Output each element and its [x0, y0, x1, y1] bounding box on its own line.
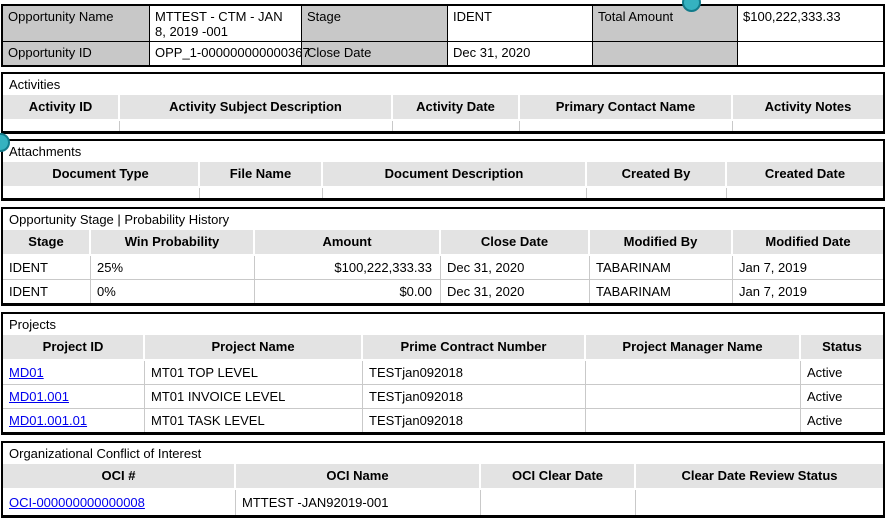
oci-col-clear-date-review-status: Clear Date Review Status [636, 464, 883, 488]
field-label-close-date: Close Date [302, 42, 448, 65]
activities-col-subject-description: Activity Subject Description [120, 95, 393, 119]
teal-annotation-dot-top [682, 0, 701, 12]
projects-col-prime-contract-number: Prime Contract Number [363, 335, 586, 359]
oci-header-row: OCI # OCI Name OCI Clear Date Clear Date… [3, 464, 883, 490]
win-probability-cell: 0% [91, 280, 255, 303]
projects-col-project-id: Project ID [3, 335, 145, 359]
field-label-stage: Stage [302, 6, 448, 42]
oci-col-clear-date: OCI Clear Date [481, 464, 636, 488]
status-cell: Active [807, 365, 843, 380]
opportunity-summary-table: Opportunity Name MTTEST - CTM - JAN 8, 2… [1, 4, 885, 67]
prime-contract-cell: TESTjan092018 [363, 385, 586, 408]
opportunity-id-text: OPP_1-000000000000367 [155, 45, 310, 60]
field-value-total-amount: $100,222,333.33 [738, 6, 883, 42]
field-label-opportunity-id: Opportunity ID [3, 42, 150, 65]
attachments-empty-row [3, 188, 883, 198]
stage-history-header-row: Stage Win Probability Amount Close Date … [3, 230, 883, 256]
field-label-total-amount: Total Amount [593, 6, 738, 42]
attachments-header-row: Document Type File Name Document Descrip… [3, 162, 883, 188]
stage-history-col-close-date: Close Date [441, 230, 590, 254]
oci-col-number: OCI # [3, 464, 236, 488]
section-projects: Projects Project ID Project Name Prime C… [1, 312, 885, 435]
win-probability-cell: 25% [91, 256, 255, 279]
attachments-col-document-type: Document Type [3, 162, 200, 186]
activities-col-primary-contact: Primary Contact Name [520, 95, 733, 119]
modified-date-cell: Jan 7, 2019 [739, 284, 807, 299]
projects-row: MD01.001.01 MT01 TASK LEVEL TESTjan09201… [3, 408, 883, 432]
activities-col-activity-date: Activity Date [393, 95, 520, 119]
field-value-stage: IDENT [448, 6, 593, 42]
projects-title: Projects [9, 317, 56, 332]
stage-cell: IDENT [3, 280, 91, 303]
section-oci: Organizational Conflict of Interest OCI … [1, 441, 885, 518]
project-id-link[interactable]: MD01 [9, 365, 44, 380]
project-name-cell: MT01 TASK LEVEL [145, 409, 363, 432]
oci-clear-date-cell [481, 490, 636, 515]
oci-col-name: OCI Name [236, 464, 481, 488]
project-manager-cell [586, 409, 801, 432]
section-attachments: Attachments Document Type File Name Docu… [1, 139, 885, 201]
activities-title: Activities [9, 77, 61, 92]
stage-history-col-modified-by: Modified By [590, 230, 733, 254]
oci-row: OCI-000000000000008 MTTEST -JAN92019-001 [3, 490, 883, 515]
prime-contract-cell: TESTjan092018 [363, 409, 586, 432]
project-name-cell: MT01 TOP LEVEL [145, 361, 363, 384]
status-cell: Active [807, 389, 843, 404]
attachments-col-file-name: File Name [200, 162, 323, 186]
project-manager-cell [586, 361, 801, 384]
field-label-opportunity-name: Opportunity Name [3, 6, 150, 42]
stage-history-title: Opportunity Stage | Probability History [9, 212, 230, 227]
close-date-cell: Dec 31, 2020 [441, 280, 590, 303]
field-empty-label [593, 42, 738, 65]
projects-col-project-name: Project Name [145, 335, 363, 359]
modified-date-cell: Jan 7, 2019 [739, 260, 807, 275]
status-cell: Active [807, 413, 843, 428]
modified-by-cell: TABARINAM [590, 256, 733, 279]
field-empty-value [738, 42, 883, 65]
attachments-col-created-by: Created By [587, 162, 727, 186]
stage-history-row: IDENT 0% $0.00 Dec 31, 2020 TABARINAM Ja… [3, 279, 883, 303]
stage-history-col-win-probability: Win Probability [91, 230, 255, 254]
project-name-cell: MT01 INVOICE LEVEL [145, 385, 363, 408]
projects-row: MD01 MT01 TOP LEVEL TESTjan092018 Active [3, 361, 883, 384]
prime-contract-cell: TESTjan092018 [363, 361, 586, 384]
attachments-col-document-description: Document Description [323, 162, 587, 186]
attachments-title: Attachments [9, 144, 82, 159]
stage-history-col-modified-date: Modified Date [733, 230, 883, 254]
projects-row: MD01.001 MT01 INVOICE LEVEL TESTjan09201… [3, 384, 883, 408]
section-stage-history: Opportunity Stage | Probability History … [1, 207, 885, 306]
oci-clear-date-review-status-cell [636, 490, 883, 515]
activities-col-activity-id: Activity ID [3, 95, 120, 119]
activities-empty-row [3, 121, 883, 131]
modified-by-cell: TABARINAM [590, 280, 733, 303]
projects-col-status: Status [801, 335, 883, 359]
stage-history-col-stage: Stage [3, 230, 91, 254]
stage-history-col-amount: Amount [255, 230, 441, 254]
projects-header-row: Project ID Project Name Prime Contract N… [3, 335, 883, 361]
stage-history-row: IDENT 25% $100,222,333.33 Dec 31, 2020 T… [3, 256, 883, 279]
projects-col-project-manager-name: Project Manager Name [586, 335, 801, 359]
field-value-opportunity-name: MTTEST - CTM - JAN 8, 2019 -001 [150, 6, 302, 42]
field-value-close-date: Dec 31, 2020 [448, 42, 593, 65]
oci-name-cell: MTTEST -JAN92019-001 [236, 490, 481, 515]
attachments-col-created-date: Created Date [727, 162, 883, 186]
amount-cell: $0.00 [255, 280, 441, 303]
close-date-cell: Dec 31, 2020 [441, 256, 590, 279]
activities-header-row: Activity ID Activity Subject Description… [3, 95, 883, 121]
field-value-opportunity-id: OPP_1-000000000000367 [150, 42, 310, 65]
amount-cell: $100,222,333.33 [255, 256, 441, 279]
project-id-link[interactable]: MD01.001 [9, 389, 69, 404]
activities-col-activity-notes: Activity Notes [733, 95, 883, 119]
project-manager-cell [586, 385, 801, 408]
oci-number-link[interactable]: OCI-000000000000008 [9, 495, 145, 510]
section-activities: Activities Activity ID Activity Subject … [1, 72, 885, 134]
project-id-link[interactable]: MD01.001.01 [9, 413, 88, 428]
oci-title: Organizational Conflict of Interest [9, 446, 202, 461]
stage-cell: IDENT [3, 256, 91, 279]
